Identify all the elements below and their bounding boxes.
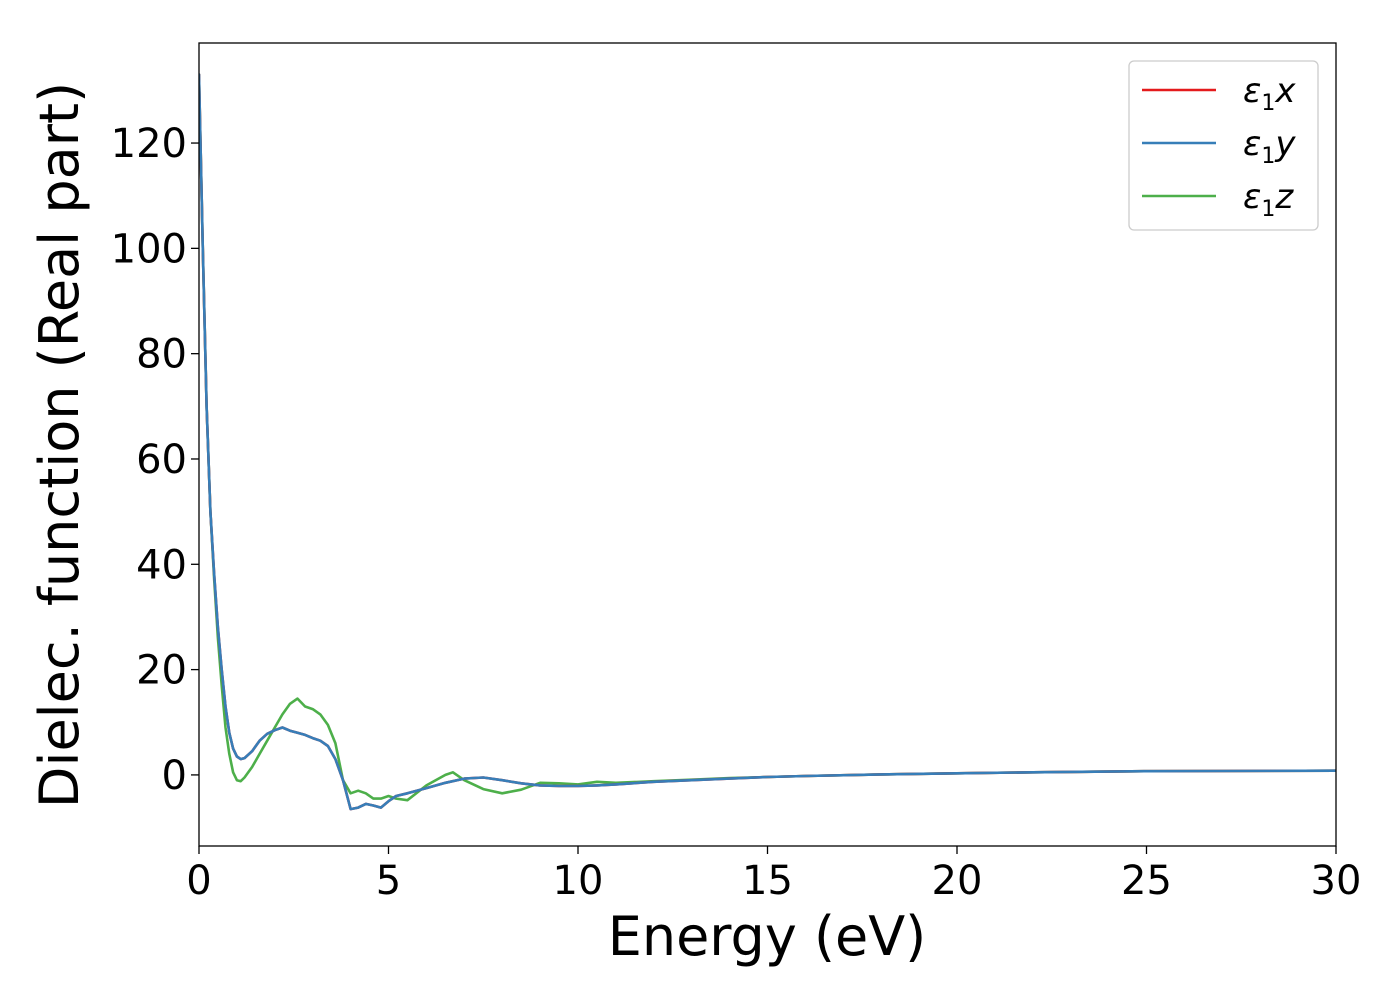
x-axis: 0 5 10 15 20 25 30 [186,846,1361,904]
x-axis-label: Energy (eV) [608,905,927,968]
series-line-y [199,73,1336,811]
legend-label-z: ε1z [1243,177,1294,222]
y-axis-label: Dielec. function (Real part) [28,82,91,808]
legend-label-y: ε1y [1243,124,1296,169]
legend: ε1x ε1y ε1z [1128,60,1319,231]
y-tick-label: 20 [136,648,187,694]
y-tick-label: 120 [111,121,187,167]
y-tick-label: 80 [136,332,187,378]
x-tick-label: 20 [932,858,983,904]
legend-label-x: ε1x [1243,71,1296,116]
legend-box [1128,60,1319,231]
y-axis: 0 20 40 60 80 100 120 [111,121,199,799]
y-tick-label: 0 [162,753,187,799]
x-tick-label: 25 [1121,858,1172,904]
x-tick-label: 30 [1311,858,1362,904]
y-tick-label: 40 [136,542,187,588]
y-tick-label: 60 [136,437,187,483]
x-tick-label: 5 [376,858,401,904]
x-tick-label: 0 [186,858,211,904]
x-tick-label: 10 [553,858,604,904]
y-tick-label: 100 [111,226,187,272]
series-layer [199,73,1336,811]
x-tick-label: 15 [742,858,793,904]
